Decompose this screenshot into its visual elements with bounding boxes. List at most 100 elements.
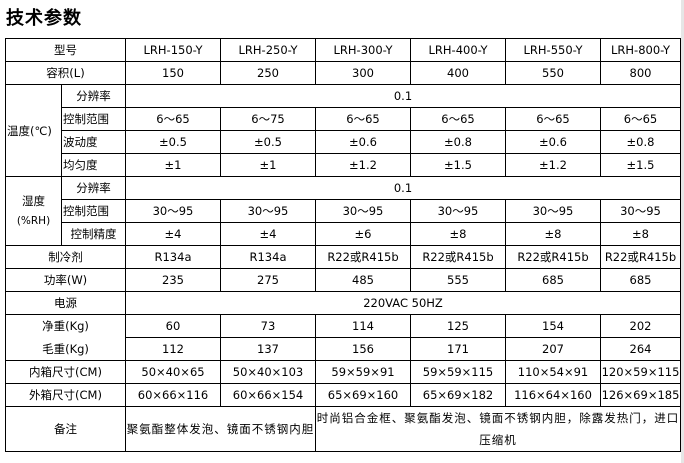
row-label: 分辨率 <box>61 176 126 200</box>
table-cell: 137 <box>220 337 316 361</box>
table-cell: R22或R415b <box>410 245 506 269</box>
table-cell: 116×64×160 <box>505 383 601 407</box>
humidity-unit: (%RH) <box>16 215 51 227</box>
scrollbar[interactable] <box>681 0 684 463</box>
row-label: 控制范围 <box>61 199 126 223</box>
table-cell: 171 <box>410 337 506 361</box>
table-row: 净重(Kg) 60 73 114 125 154 202 <box>5 314 681 338</box>
table-cell: R134a <box>220 245 316 269</box>
table-cell: 30～95 <box>220 199 316 223</box>
table-row: 均匀度 ±1 ±1 ±1.2 ±1.5 ±1.2 ±1.5 <box>6 153 681 177</box>
table-row: 电源 220VAC 50HZ <box>5 291 681 315</box>
table-cell: 685 <box>505 268 601 292</box>
table-cell: 685 <box>600 268 681 292</box>
row-label: 内箱尺寸(CM) <box>5 360 126 384</box>
table-cell: 60 <box>125 314 221 338</box>
table-cell: ±1.2 <box>505 153 601 177</box>
table-cell: 59×59×115 <box>410 360 506 384</box>
remark-cell: 时尚铝合金框、聚氨酯发泡、镜面不锈钢内胆，除露发热门，进口压缩机 <box>315 406 681 452</box>
model-header: LRH-300-Y <box>315 38 411 62</box>
table-row: 内箱尺寸(CM) 50×40×65 50×40×103 59×59×91 59×59×1… <box>5 360 681 384</box>
table-cell: 65×69×160 <box>315 383 411 407</box>
table-row: 毛重(Kg) 112 137 156 171 207 264 <box>5 337 681 361</box>
table-cell: 126×69×185 <box>600 383 681 407</box>
table-row: 外箱尺寸(CM) 60×66×116 60×66×154 65×69×160 65×69… <box>5 383 681 407</box>
spec-table: 型号 LRH-150-Y LRH-250-Y LRH-300-Y LRH-400-Y LR… <box>5 38 681 452</box>
table-cell: R22或R415b <box>315 245 411 269</box>
group-label: 温度(℃) <box>5 84 62 177</box>
row-label: 均匀度 <box>61 153 126 177</box>
row-label: 功率(W) <box>5 268 126 292</box>
table-cell: 73 <box>220 314 316 338</box>
row-label: 容积(L) <box>5 61 126 85</box>
table-cell: 6～65 <box>505 107 601 131</box>
table-cell: 30～95 <box>410 199 506 223</box>
table-cell: ±1.5 <box>600 153 681 177</box>
table-row: 备注 聚氨酯整体发泡、镜面不锈钢内胆 时尚铝合金框、聚氨酯发泡、镜面不锈钢内胆，除露… <box>5 406 681 452</box>
table-cell: ±0.8 <box>600 130 681 154</box>
table-cell: 114 <box>315 314 411 338</box>
table-cell: 6～65 <box>125 107 221 131</box>
table-cell: ±8 <box>600 222 681 246</box>
table-cell: 800 <box>600 61 681 85</box>
row-label: 毛重(Kg) <box>5 337 126 361</box>
table-cell: 30～95 <box>125 199 221 223</box>
table-cell: 112 <box>125 337 221 361</box>
table-cell: 0.1 <box>125 84 681 108</box>
table-cell: 30～95 <box>315 199 411 223</box>
table-cell: ±8 <box>410 222 506 246</box>
table-row: 湿度 (%RH) 分辨率 0.1 <box>5 176 681 246</box>
table-cell: ±0.8 <box>410 130 506 154</box>
table-cell: 207 <box>505 337 601 361</box>
table-cell: 275 <box>220 268 316 292</box>
table-cell: ±1 <box>220 153 316 177</box>
table-cell: 60×66×154 <box>220 383 316 407</box>
table-cell: 264 <box>600 337 681 361</box>
model-header: LRH-550-Y <box>505 38 601 62</box>
table-cell: R134a <box>125 245 221 269</box>
table-cell: 65×69×182 <box>410 383 506 407</box>
table-row: 控制范围 30～95 30～95 30～95 30～95 30～95 30～95 <box>6 199 681 223</box>
table-row: 温度(℃) 分辨率 0.1 <box>5 84 681 177</box>
table-cell: 120×59×115 <box>600 360 681 384</box>
model-header: LRH-400-Y <box>410 38 506 62</box>
table-cell: ±8 <box>505 222 601 246</box>
table-cell: 202 <box>600 314 681 338</box>
row-label: 波动度 <box>61 130 126 154</box>
table-cell: 485 <box>315 268 411 292</box>
row-label: 净重(Kg) <box>5 314 126 338</box>
table-cell: 50×40×65 <box>125 360 221 384</box>
group-label: 湿度 (%RH) <box>5 176 62 246</box>
row-label: 型号 <box>5 38 126 62</box>
table-cell: 6～65 <box>600 107 681 131</box>
model-header: LRH-150-Y <box>125 38 221 62</box>
table-row: 控制范围 6～65 6～75 6～65 6～65 6～65 6～65 <box>6 107 681 131</box>
row-label: 外箱尺寸(CM) <box>5 383 126 407</box>
table-cell: 555 <box>410 268 506 292</box>
header-row: 型号 LRH-150-Y LRH-250-Y LRH-300-Y LRH-400-Y LR… <box>5 38 681 62</box>
table-cell: ±0.6 <box>505 130 601 154</box>
table-cell: 150 <box>125 61 221 85</box>
table-cell: 154 <box>505 314 601 338</box>
page-title: 技术参数 <box>6 8 82 29</box>
table-cell: 550 <box>505 61 601 85</box>
table-row: 控制精度 ±4 ±4 ±6 ±8 ±8 ±8 <box>6 222 681 246</box>
row-label: 控制精度 <box>61 222 126 246</box>
table-cell: 6～65 <box>410 107 506 131</box>
table-cell: 6～65 <box>315 107 411 131</box>
table-cell: ±6 <box>315 222 411 246</box>
table-cell: R22或R415b <box>600 245 681 269</box>
table-cell: ±1 <box>125 153 221 177</box>
table-cell: 400 <box>410 61 506 85</box>
humidity-label: 湿度 <box>22 194 45 208</box>
table-cell: 6～75 <box>220 107 316 131</box>
table-cell: 30～95 <box>505 199 601 223</box>
table-cell: 50×40×103 <box>220 360 316 384</box>
table-row: 功率(W) 235 275 485 555 685 685 <box>5 268 681 292</box>
table-row: 波动度 ±0.5 ±0.5 ±0.6 ±0.8 ±0.6 ±0.8 <box>6 130 681 154</box>
table-cell: 156 <box>315 337 411 361</box>
table-cell: 250 <box>220 61 316 85</box>
row-label: 分辨率 <box>61 84 126 108</box>
remark-cell: 聚氨酯整体发泡、镜面不锈钢内胆 <box>125 406 316 452</box>
row-label: 制冷剂 <box>5 245 126 269</box>
